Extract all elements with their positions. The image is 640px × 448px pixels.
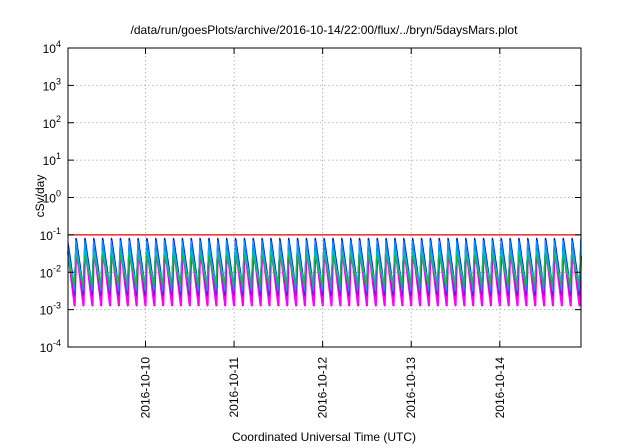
x-tick-label: 2016-10-14 [493, 357, 507, 419]
x-tick-label: 2016-10-11 [227, 357, 241, 418]
y-tick-label: 10-2 [40, 263, 61, 280]
x-tick-label: 2016-10-10 [139, 357, 153, 419]
chart-title: /data/run/goesPlots/archive/2016-10-14/2… [131, 23, 519, 37]
y-tick-label: 101 [43, 151, 61, 168]
y-tick-label: 10-1 [40, 226, 61, 243]
series-group [66, 234, 582, 307]
x-tick-label: 2016-10-12 [316, 357, 330, 419]
y-tick-label: 103 [43, 76, 61, 93]
x-axis-label: Coordinated Universal Time (UTC) [232, 430, 416, 444]
y-tick-label: 10-3 [40, 301, 61, 318]
plot-frame [67, 47, 582, 348]
series-line [67, 249, 582, 284]
y-tick-label: 100 [43, 189, 61, 206]
series-line [67, 255, 582, 287]
y-tick-label: 102 [43, 114, 61, 131]
y-axis-label: cSv/day [33, 175, 47, 218]
y-tick-label: 104 [43, 39, 61, 56]
x-tick-label: 2016-10-13 [404, 357, 418, 419]
axes: 10-4 10-3 10-2 10-1 100 101 102 103 104 2016-10-1… [40, 39, 582, 419]
y-tick-label: 10-4 [40, 338, 61, 355]
